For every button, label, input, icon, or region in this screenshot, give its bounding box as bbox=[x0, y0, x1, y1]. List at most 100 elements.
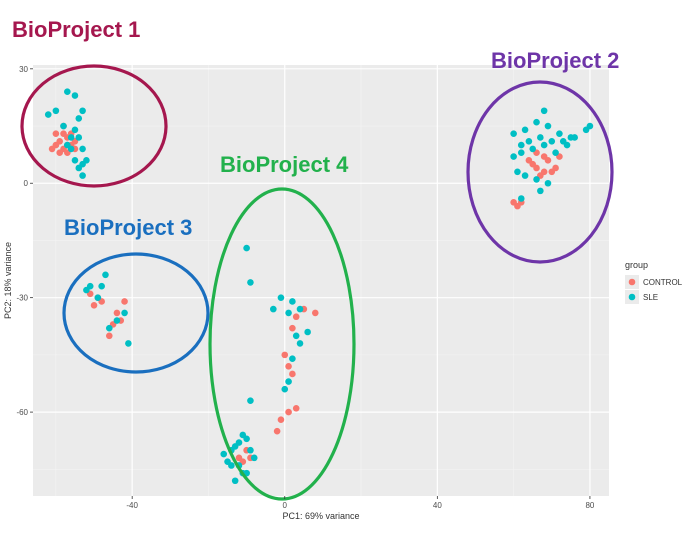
point-sle bbox=[517, 141, 525, 149]
point-sle bbox=[75, 164, 83, 172]
point-sle bbox=[235, 439, 243, 446]
point-control bbox=[292, 313, 300, 321]
point-sle bbox=[548, 137, 556, 145]
point-control bbox=[525, 157, 533, 164]
point-control bbox=[311, 309, 319, 317]
point-control bbox=[540, 168, 548, 176]
point-sle bbox=[125, 340, 132, 347]
point-sle bbox=[247, 279, 254, 286]
legend-title: group bbox=[625, 260, 648, 270]
point-control bbox=[292, 404, 300, 412]
point-sle bbox=[289, 298, 296, 305]
point-sle bbox=[556, 130, 563, 137]
x-axis-title: PC1: 69% variance bbox=[282, 511, 359, 521]
point-sle bbox=[247, 397, 254, 404]
point-control bbox=[285, 408, 292, 416]
point-sle bbox=[521, 126, 529, 134]
point-control bbox=[52, 130, 60, 137]
point-sle bbox=[296, 340, 304, 347]
point-sle bbox=[533, 118, 540, 126]
point-control bbox=[56, 149, 64, 157]
label-bioproject-1: BioProject 1 bbox=[12, 17, 140, 42]
point-sle bbox=[79, 145, 86, 153]
point-sle bbox=[121, 309, 128, 317]
point-control bbox=[113, 309, 121, 317]
ellipse-bioproject-4 bbox=[208, 187, 356, 501]
legend-label-control: CONTROL bbox=[643, 278, 683, 287]
point-sle bbox=[75, 134, 83, 141]
point-sle bbox=[567, 134, 575, 141]
y-tick-label: -60 bbox=[16, 408, 28, 417]
point-control bbox=[273, 427, 281, 435]
point-sle bbox=[510, 130, 517, 137]
point-sle bbox=[79, 107, 86, 115]
point-sle bbox=[83, 286, 90, 294]
point-control bbox=[544, 157, 552, 164]
grid-major bbox=[33, 65, 609, 496]
point-control bbox=[552, 164, 559, 172]
legend: group CONTROL SLE bbox=[625, 260, 683, 304]
cluster-ellipses bbox=[20, 64, 614, 501]
point-sle bbox=[224, 458, 231, 465]
x-tick-labels: -40 0 40 80 bbox=[126, 496, 595, 510]
legend-marker-sle bbox=[628, 293, 636, 301]
point-sle bbox=[71, 126, 79, 134]
point-sle bbox=[559, 137, 567, 145]
ellipse-bioproject-2 bbox=[466, 80, 614, 264]
point-sle bbox=[586, 122, 594, 130]
point-sle bbox=[270, 305, 277, 313]
point-sle bbox=[304, 328, 311, 336]
point-sle bbox=[60, 122, 67, 130]
point-sle bbox=[514, 168, 521, 176]
point-sle bbox=[544, 179, 552, 187]
point-sle bbox=[79, 172, 86, 179]
label-bioproject-2: BioProject 2 bbox=[491, 48, 619, 73]
point-sle bbox=[243, 435, 250, 443]
x-tick-label: 80 bbox=[585, 501, 594, 510]
ellipse-bioproject-1 bbox=[20, 64, 168, 188]
point-sle bbox=[289, 355, 296, 362]
point-sle bbox=[243, 244, 250, 252]
point-sle bbox=[94, 294, 102, 301]
point-sle bbox=[529, 145, 537, 153]
y-tick-labels: 30 0 -30 -60 bbox=[16, 65, 33, 417]
y-axis-title: PC2: 18% variance bbox=[3, 242, 13, 319]
point-sle bbox=[71, 92, 79, 99]
point-control bbox=[281, 351, 289, 359]
x-tick-label: -40 bbox=[126, 501, 138, 510]
point-sle bbox=[67, 134, 75, 141]
point-sle bbox=[285, 378, 292, 385]
point-sle bbox=[113, 317, 121, 324]
point-sle bbox=[44, 111, 52, 118]
point-sle bbox=[533, 176, 540, 183]
point-sle bbox=[52, 107, 60, 115]
point-sle bbox=[292, 332, 300, 340]
legend-label-sle: SLE bbox=[643, 293, 658, 302]
point-control bbox=[121, 298, 128, 305]
point-sle bbox=[98, 282, 105, 290]
point-sle bbox=[231, 477, 239, 485]
data-points bbox=[44, 88, 594, 485]
point-sle bbox=[296, 305, 304, 313]
label-bioproject-4: BioProject 4 bbox=[220, 152, 349, 177]
y-tick-label: -30 bbox=[16, 294, 28, 303]
y-tick-label: 0 bbox=[24, 179, 29, 188]
point-sle bbox=[75, 115, 83, 122]
point-sle bbox=[105, 324, 113, 332]
point-control bbox=[235, 454, 243, 462]
y-tick-label: 30 bbox=[19, 65, 28, 74]
point-sle bbox=[247, 446, 254, 454]
point-sle bbox=[517, 195, 525, 202]
point-sle bbox=[525, 137, 533, 145]
point-sle bbox=[102, 271, 109, 279]
point-control bbox=[289, 324, 296, 332]
point-control bbox=[105, 332, 113, 340]
point-sle bbox=[552, 149, 559, 157]
label-bioproject-3: BioProject 3 bbox=[64, 215, 192, 240]
point-sle bbox=[67, 145, 75, 153]
x-tick-label: 0 bbox=[283, 501, 288, 510]
point-sle bbox=[510, 153, 517, 160]
point-sle bbox=[281, 385, 289, 393]
point-sle bbox=[521, 172, 529, 179]
